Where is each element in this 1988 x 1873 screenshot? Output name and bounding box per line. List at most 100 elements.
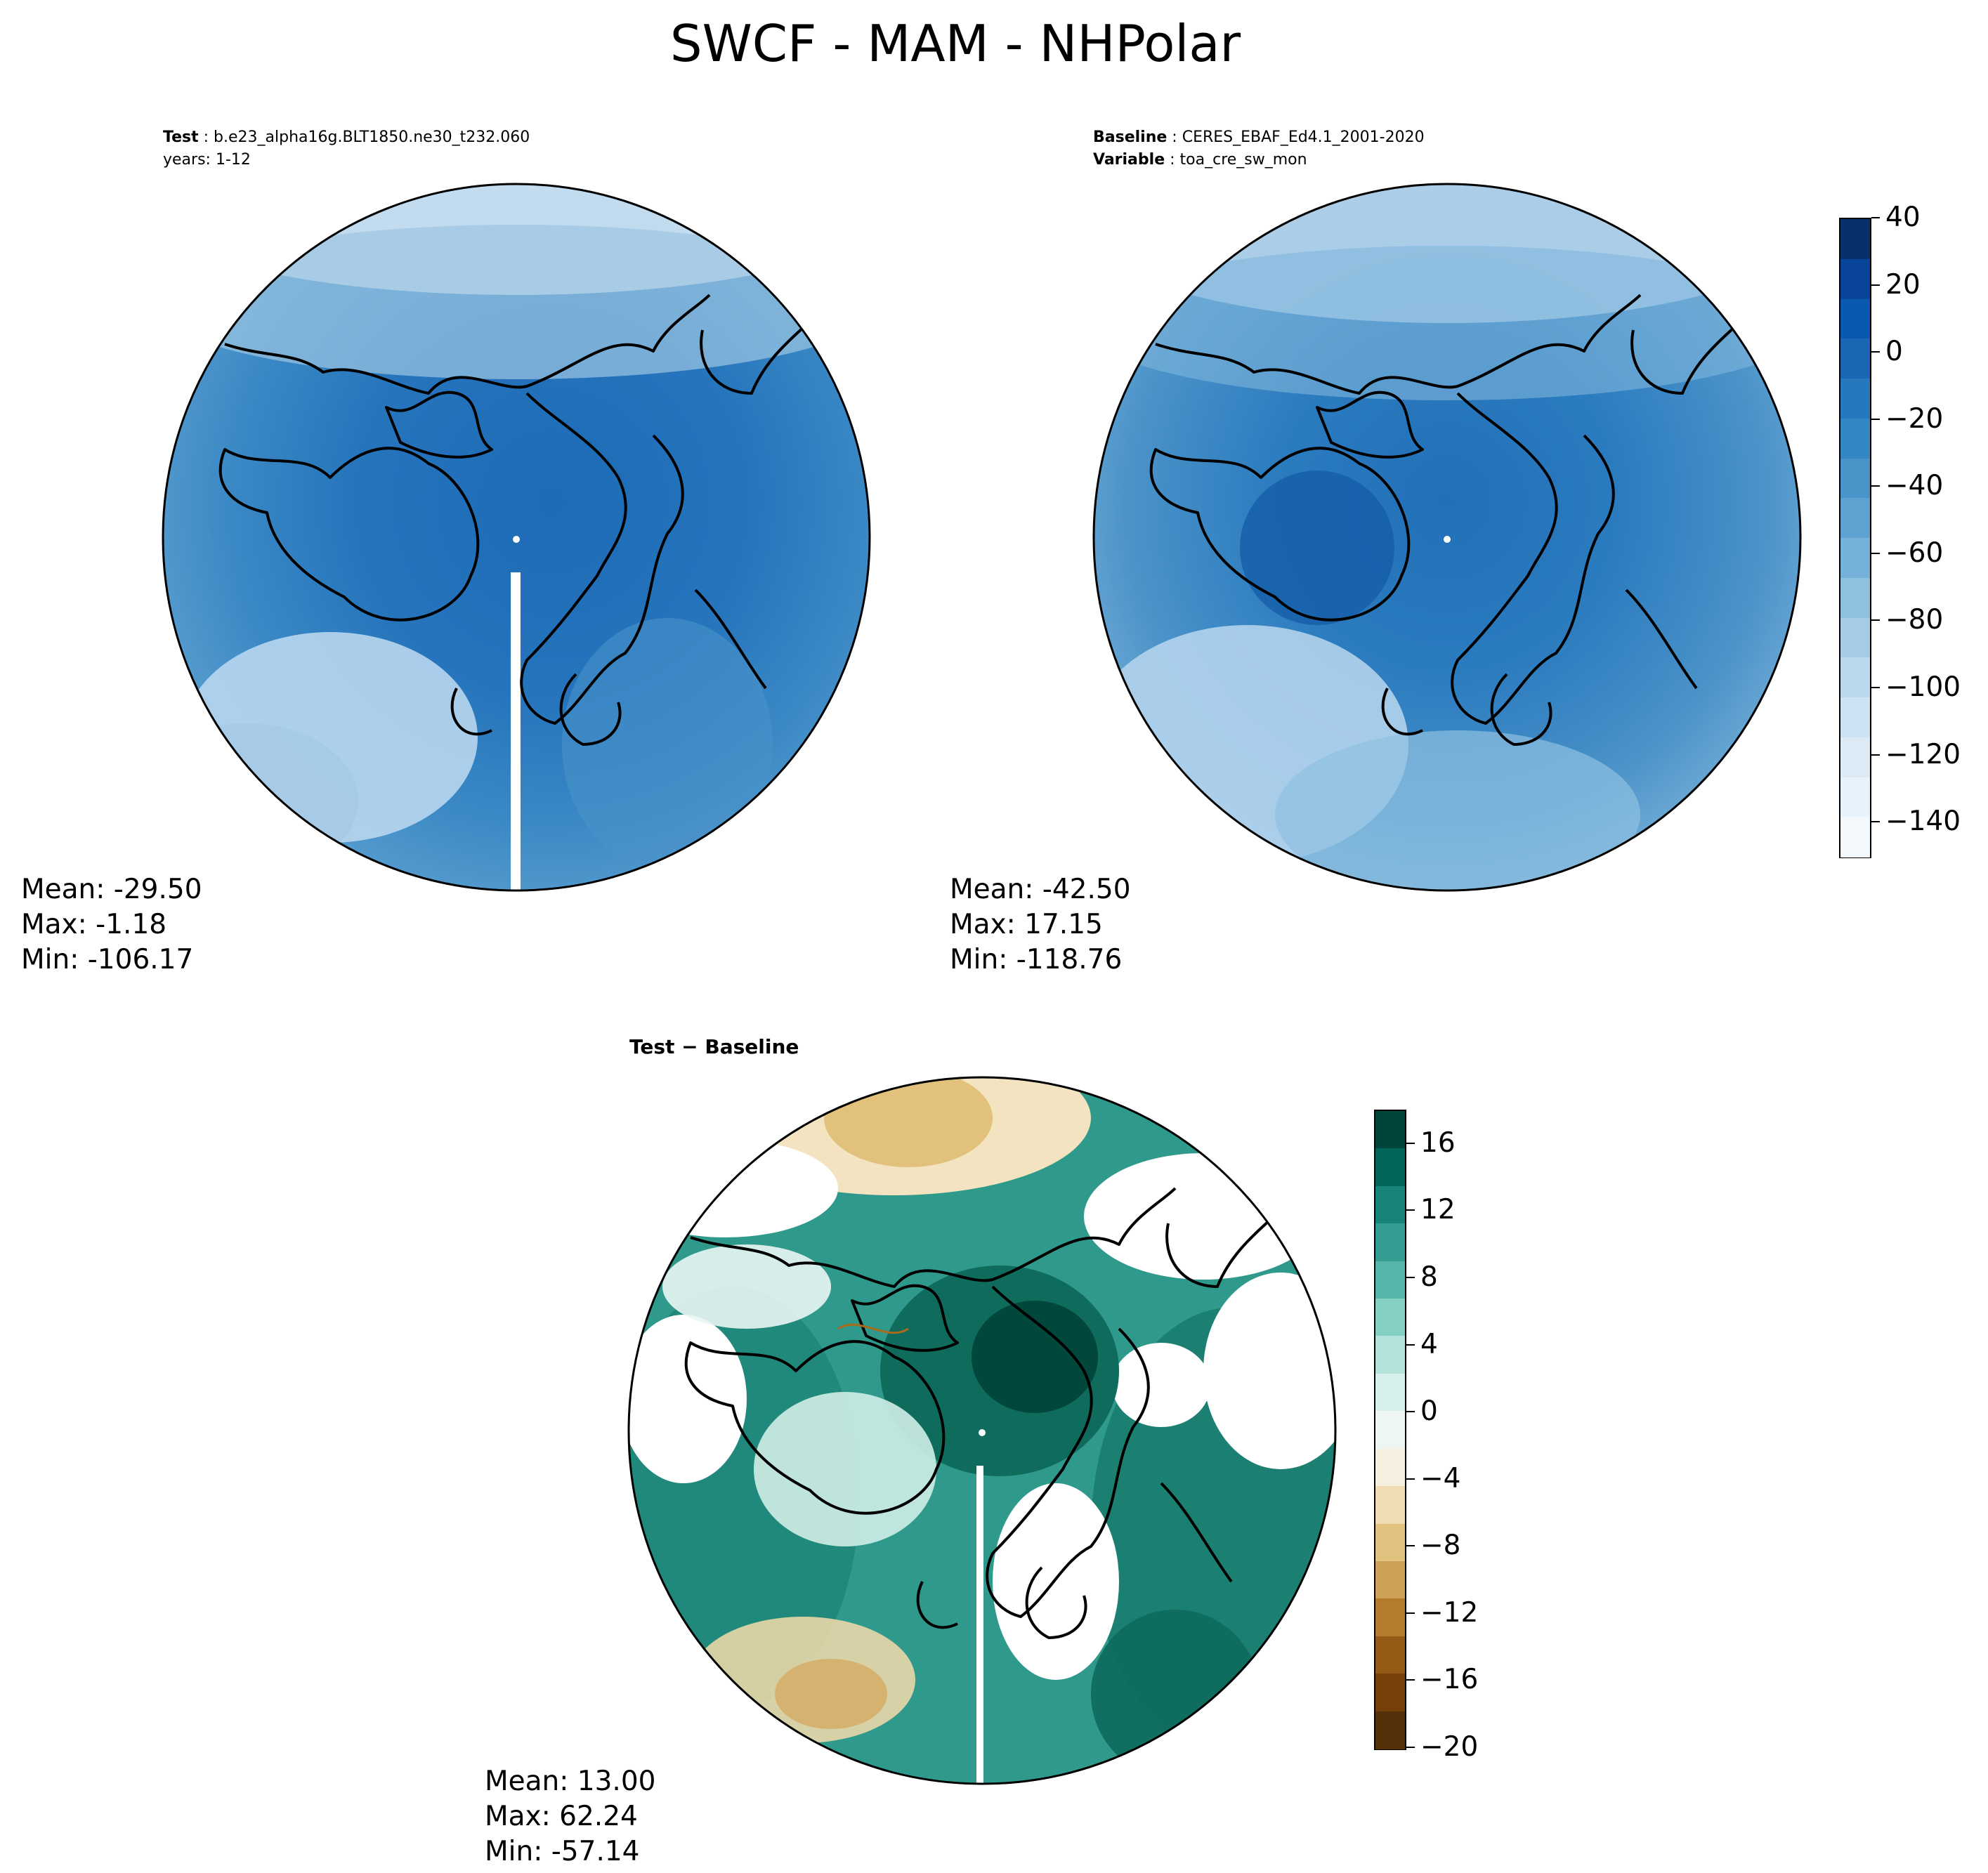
page-title: SWCF - MAM - NHPolar — [669, 14, 1241, 73]
diff-colorbar-segment — [1375, 1560, 1405, 1600]
top-colorbar-segment — [1840, 418, 1870, 459]
top-colorbar-tick-label: 20 — [1885, 268, 1921, 301]
top-colorbar-segment — [1840, 258, 1870, 300]
diff-field-pale-nw — [662, 1244, 831, 1329]
baseline-header: Baseline : CERES_EBAF_Ed4.1_2001-2020 Va… — [1093, 129, 1425, 169]
diff-field-white-center-e — [1112, 1343, 1210, 1427]
diff-colorbar-tick-label: 0 — [1420, 1395, 1438, 1428]
diff-colorbar-segment — [1375, 1299, 1405, 1337]
diff-colorbar-segment — [1375, 1336, 1405, 1374]
diff-colorbar-tick-mark — [1406, 1209, 1415, 1211]
diff-field-south-dark — [1091, 1610, 1260, 1778]
diff-colorbar-segment — [1375, 1185, 1405, 1225]
top-colorbar-segment — [1840, 498, 1870, 539]
top-colorbar — [1839, 218, 1871, 858]
diff-stats: Mean: 13.00 Max: 62.24 Min: -57.14 — [485, 1764, 655, 1869]
baseline-field-north-mid — [1094, 246, 1800, 400]
top-colorbar-tick-label: −140 — [1885, 806, 1961, 838]
diff-colorbar-segment — [1375, 1223, 1405, 1262]
test-label-value: b.e23_alpha16g.BLT1850.ne30_t232.060 — [214, 129, 530, 146]
baseline-label-value: CERES_EBAF_Ed4.1_2001-2020 — [1182, 129, 1425, 146]
diff-map-border — [627, 1076, 1337, 1785]
diff-colorbar-segment — [1375, 1373, 1405, 1412]
test-max: Max: -1.18 — [21, 909, 167, 940]
diff-contour-brown — [837, 1323, 909, 1334]
top-colorbar-tick-mark — [1871, 754, 1880, 756]
top-colorbar-tick-label: −80 — [1885, 604, 1944, 636]
diff-field-white-ne — [1084, 1153, 1323, 1280]
top-colorbar-tick-mark — [1871, 418, 1880, 420]
top-colorbar-segment — [1840, 577, 1870, 619]
diff-coastlines — [684, 1187, 1275, 1639]
test-map — [162, 183, 871, 892]
test-field-north-mid — [163, 225, 870, 379]
diff-colorbar-tick-label: 4 — [1420, 1328, 1438, 1360]
diff-field-atlantic-brown — [775, 1659, 887, 1729]
baseline-map — [1092, 183, 1802, 892]
test-map-border — [162, 183, 871, 892]
test-field-southwest — [163, 723, 358, 878]
diff-colorbar-segment — [1375, 1674, 1405, 1712]
test-pole-marker — [513, 536, 520, 543]
diff-colorbar-segment — [1375, 1711, 1405, 1749]
diff-colorbar-tick-label: 16 — [1420, 1126, 1456, 1159]
baseline-min: Min: -118.76 — [950, 944, 1123, 975]
top-colorbar-tick-mark — [1871, 351, 1880, 353]
top-colorbar-segment — [1840, 298, 1870, 340]
diff-colorbar-tick-label: 12 — [1420, 1194, 1456, 1226]
diff-colorbar-segment — [1375, 1111, 1405, 1150]
diff-colorbar — [1374, 1110, 1406, 1750]
top-colorbar-tick-label: −20 — [1885, 402, 1944, 435]
diff-field-greenland — [754, 1392, 936, 1546]
diff-field-white-s — [993, 1483, 1119, 1680]
diff-colorbar-segment — [1375, 1148, 1405, 1187]
top-colorbar-segment — [1840, 817, 1870, 857]
diff-mean: Mean: 13.00 — [485, 1766, 656, 1797]
baseline-max: Max: 17.15 — [950, 909, 1103, 940]
top-colorbar-tick-mark — [1871, 284, 1880, 286]
diff-colorbar-tick-mark — [1406, 1612, 1415, 1614]
diff-colorbar-tick-mark — [1406, 1343, 1415, 1346]
test-min: Min: -106.17 — [21, 944, 194, 975]
test-missing-strip — [511, 572, 521, 891]
top-colorbar-tick-mark — [1871, 217, 1880, 218]
diff-colorbar-segment — [1375, 1598, 1405, 1637]
diff-colorbar-tick-mark — [1406, 1747, 1415, 1748]
diff-header: Test − Baseline — [629, 1035, 799, 1058]
top-colorbar-segment — [1840, 379, 1870, 419]
top-colorbar-tick-mark — [1871, 821, 1880, 823]
diff-colorbar-tick-label: −12 — [1420, 1596, 1479, 1629]
top-colorbar-tick-mark — [1871, 619, 1880, 622]
top-colorbar-ticks: 40 20 0 −20 −40 −60 −80 −100 −120 −140 — [1871, 204, 1971, 858]
top-colorbar-tick-mark — [1871, 485, 1880, 487]
top-colorbar-segment — [1840, 737, 1870, 778]
test-label-key: Test — [163, 129, 199, 146]
top-colorbar-segment — [1840, 777, 1870, 818]
diff-colorbar-tick-label: −4 — [1420, 1462, 1461, 1494]
diff-map — [627, 1076, 1337, 1785]
diff-colorbar-tick-mark — [1406, 1478, 1415, 1480]
test-years: years: 1-12 — [163, 151, 251, 169]
baseline-variable-value: toa_cre_sw_mon — [1179, 151, 1307, 169]
test-stats: Mean: -29.50 Max: -1.18 Min: -106.17 — [21, 872, 202, 978]
baseline-pole-marker — [1444, 536, 1451, 543]
diff-colorbar-segment — [1375, 1448, 1405, 1487]
top-colorbar-tick-label: 40 — [1885, 202, 1921, 233]
diff-pole-marker — [979, 1429, 986, 1436]
diff-min: Min: -57.14 — [485, 1836, 640, 1867]
diff-colorbar-tick-label: −16 — [1420, 1664, 1479, 1696]
baseline-field-south — [1275, 730, 1640, 891]
top-colorbar-segment — [1840, 617, 1870, 659]
top-colorbar-segment — [1840, 657, 1870, 698]
diff-colorbar-tick-mark — [1406, 1679, 1415, 1681]
top-colorbar-tick-label: −60 — [1885, 537, 1944, 569]
diff-colorbar-segment — [1375, 1411, 1405, 1450]
diff-colorbar-ticks: 16 12 8 4 0 −4 −8 −12 −16 −20 — [1406, 1110, 1506, 1761]
diff-field-north-brown — [824, 1077, 993, 1167]
top-colorbar-tick-mark — [1871, 552, 1880, 554]
top-colorbar-tick-label: −40 — [1885, 470, 1944, 502]
test-field-europe — [562, 618, 773, 871]
baseline-mean: Mean: -42.50 — [950, 874, 1131, 905]
top-colorbar-tick-label: 0 — [1885, 336, 1903, 368]
baseline-coastlines — [1149, 294, 1740, 746]
